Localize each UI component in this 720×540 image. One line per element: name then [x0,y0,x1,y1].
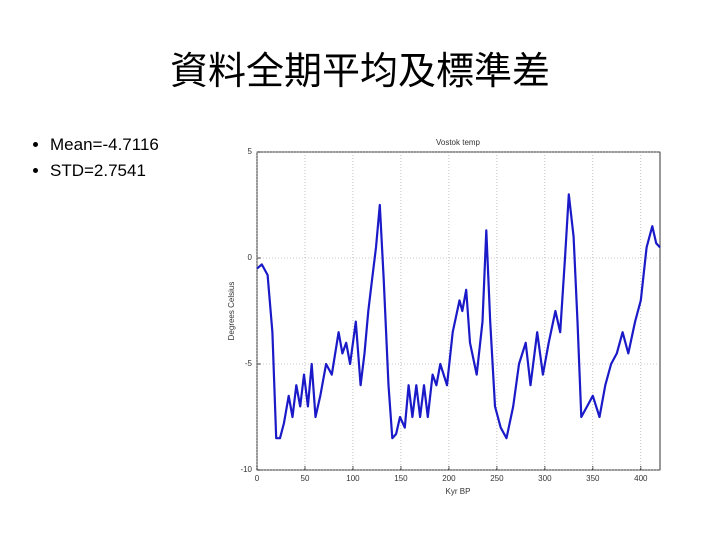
chart-title: Vostok temp [436,138,481,147]
x-tick-label: 400 [634,474,648,483]
x-tick-label: 50 [301,474,310,483]
x-tick-label: 150 [394,474,408,483]
x-tick-label: 100 [346,474,360,483]
x-axis-label: Kyr BP [446,487,471,496]
bullet: STD=2.7541 [50,158,159,184]
y-tick-label: 0 [248,253,253,262]
y-tick-label: -5 [245,359,253,368]
x-tick-label: 0 [255,474,260,483]
x-tick-label: 250 [490,474,504,483]
bullet: Mean=-4.7116 [50,132,159,158]
plot-frame [256,151,661,471]
y-axis-label: Degrees Celsius [227,282,236,341]
y-tick-label: 5 [248,147,253,156]
x-tick-label: 350 [586,474,600,483]
bullet-list: Mean=-4.7116 STD=2.7541 [28,132,159,184]
data-line [256,193,661,440]
x-tick-label: 200 [442,474,456,483]
x-tick-label: 300 [538,474,552,483]
y-tick-label: -10 [240,465,252,474]
slide-title: 資料全期平均及標準差 [169,49,550,93]
